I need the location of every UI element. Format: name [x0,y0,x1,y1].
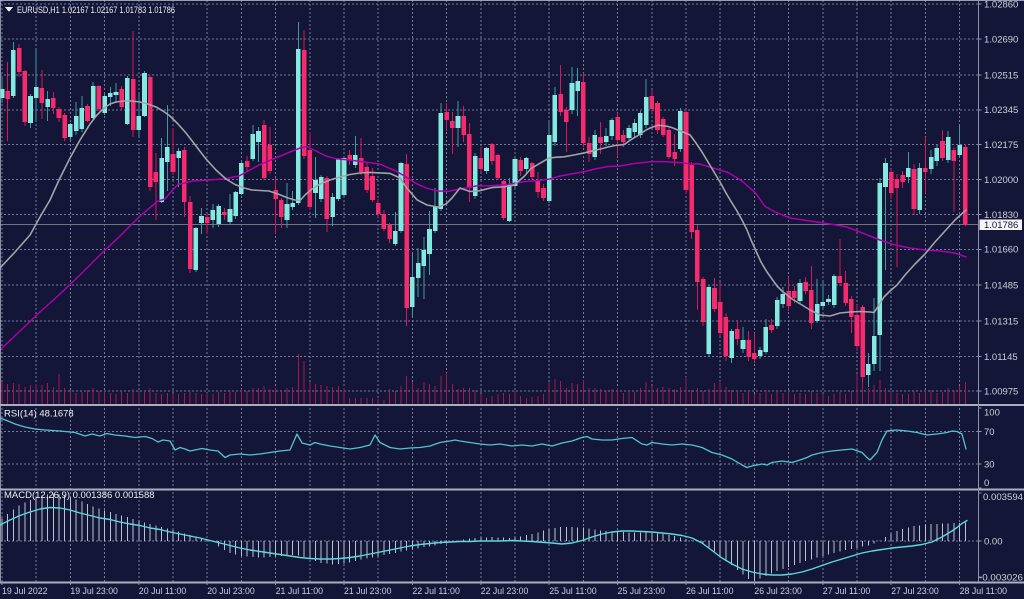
svg-text:1.01315: 1.01315 [984,316,1018,327]
svg-text:30: 30 [984,459,995,470]
svg-text:21 Jul 11:00: 21 Jul 11:00 [276,586,324,597]
svg-text:1.02515: 1.02515 [984,70,1018,81]
svg-text:1.02690: 1.02690 [984,35,1018,46]
svg-text:20 Jul 23:00: 20 Jul 23:00 [207,586,255,597]
svg-text:0: 0 [984,478,989,489]
svg-text:1.02345: 1.02345 [984,105,1018,116]
svg-text:1.02175: 1.02175 [984,140,1018,151]
svg-text:100: 100 [984,408,1000,419]
svg-text:1.01830: 1.01830 [984,210,1018,221]
svg-text:1.02000: 1.02000 [984,175,1018,186]
svg-text:0.00: 0.00 [984,537,1003,548]
svg-text:1.02860: 1.02860 [984,0,1018,11]
svg-text:20 Jul 11:00: 20 Jul 11:00 [139,586,187,597]
svg-text:28 Jul 11:00: 28 Jul 11:00 [960,586,1008,597]
svg-text:1.01145: 1.01145 [984,352,1018,363]
svg-text:19 Jul 23:00: 19 Jul 23:00 [70,586,118,597]
svg-text:26 Jul 23:00: 26 Jul 23:00 [754,586,802,597]
svg-text:0.003594: 0.003594 [983,492,1023,503]
svg-text:MACD(12,26,9) 0.001386 0.00158: MACD(12,26,9) 0.001386 0.001588 [4,490,155,501]
svg-text:1.01660: 1.01660 [984,245,1018,256]
svg-text:25 Jul 11:00: 25 Jul 11:00 [549,586,597,597]
svg-text:22 Jul 23:00: 22 Jul 23:00 [481,586,529,597]
svg-text:19 Jul 2022: 19 Jul 2022 [2,586,48,597]
svg-text:22 Jul 11:00: 22 Jul 11:00 [412,586,460,597]
svg-text:27 Jul 11:00: 27 Jul 11:00 [823,586,871,597]
svg-text:1.00975: 1.00975 [984,386,1018,397]
svg-text:70: 70 [984,427,995,438]
svg-text:27 Jul 23:00: 27 Jul 23:00 [891,586,939,597]
svg-text:1.01786: 1.01786 [984,220,1018,231]
svg-text:25 Jul 23:00: 25 Jul 23:00 [618,586,666,597]
svg-text:26 Jul 11:00: 26 Jul 11:00 [686,586,734,597]
svg-text:1.01485: 1.01485 [984,281,1018,292]
svg-text:EURUSD,H1 1.02167 1.02167 1.0: EURUSD,H1 1.02167 1.02167 1.01783 1.0178… [17,5,175,16]
svg-text:21 Jul 23:00: 21 Jul 23:00 [344,586,392,597]
svg-text:-0.003026: -0.003026 [979,572,1023,583]
svg-text:RSI(14) 48.1678: RSI(14) 48.1678 [4,409,74,420]
